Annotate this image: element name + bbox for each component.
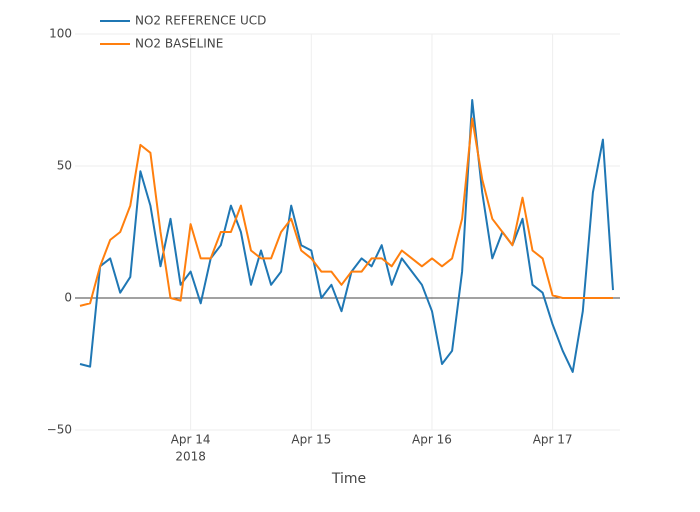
y-tick-label: 100 [49, 27, 72, 41]
y-tick-label: −50 [47, 423, 72, 437]
line-series [79, 117, 613, 307]
y-tick-label: 50 [57, 159, 72, 173]
x-axis-title: Time [331, 471, 366, 487]
y-tick-label: 0 [64, 291, 72, 305]
x-tick-label: Apr 15 [291, 433, 331, 447]
x-tick-label: Apr 17 [533, 433, 573, 447]
x-tick-label: Apr 14 [171, 433, 211, 447]
legend-label: NO2 REFERENCE UCD [135, 14, 266, 28]
x-tick-year: 2018 [175, 450, 206, 464]
line-series [79, 99, 614, 373]
legend-label: NO2 BASELINE [135, 37, 223, 51]
x-tick-label: Apr 16 [412, 433, 452, 447]
